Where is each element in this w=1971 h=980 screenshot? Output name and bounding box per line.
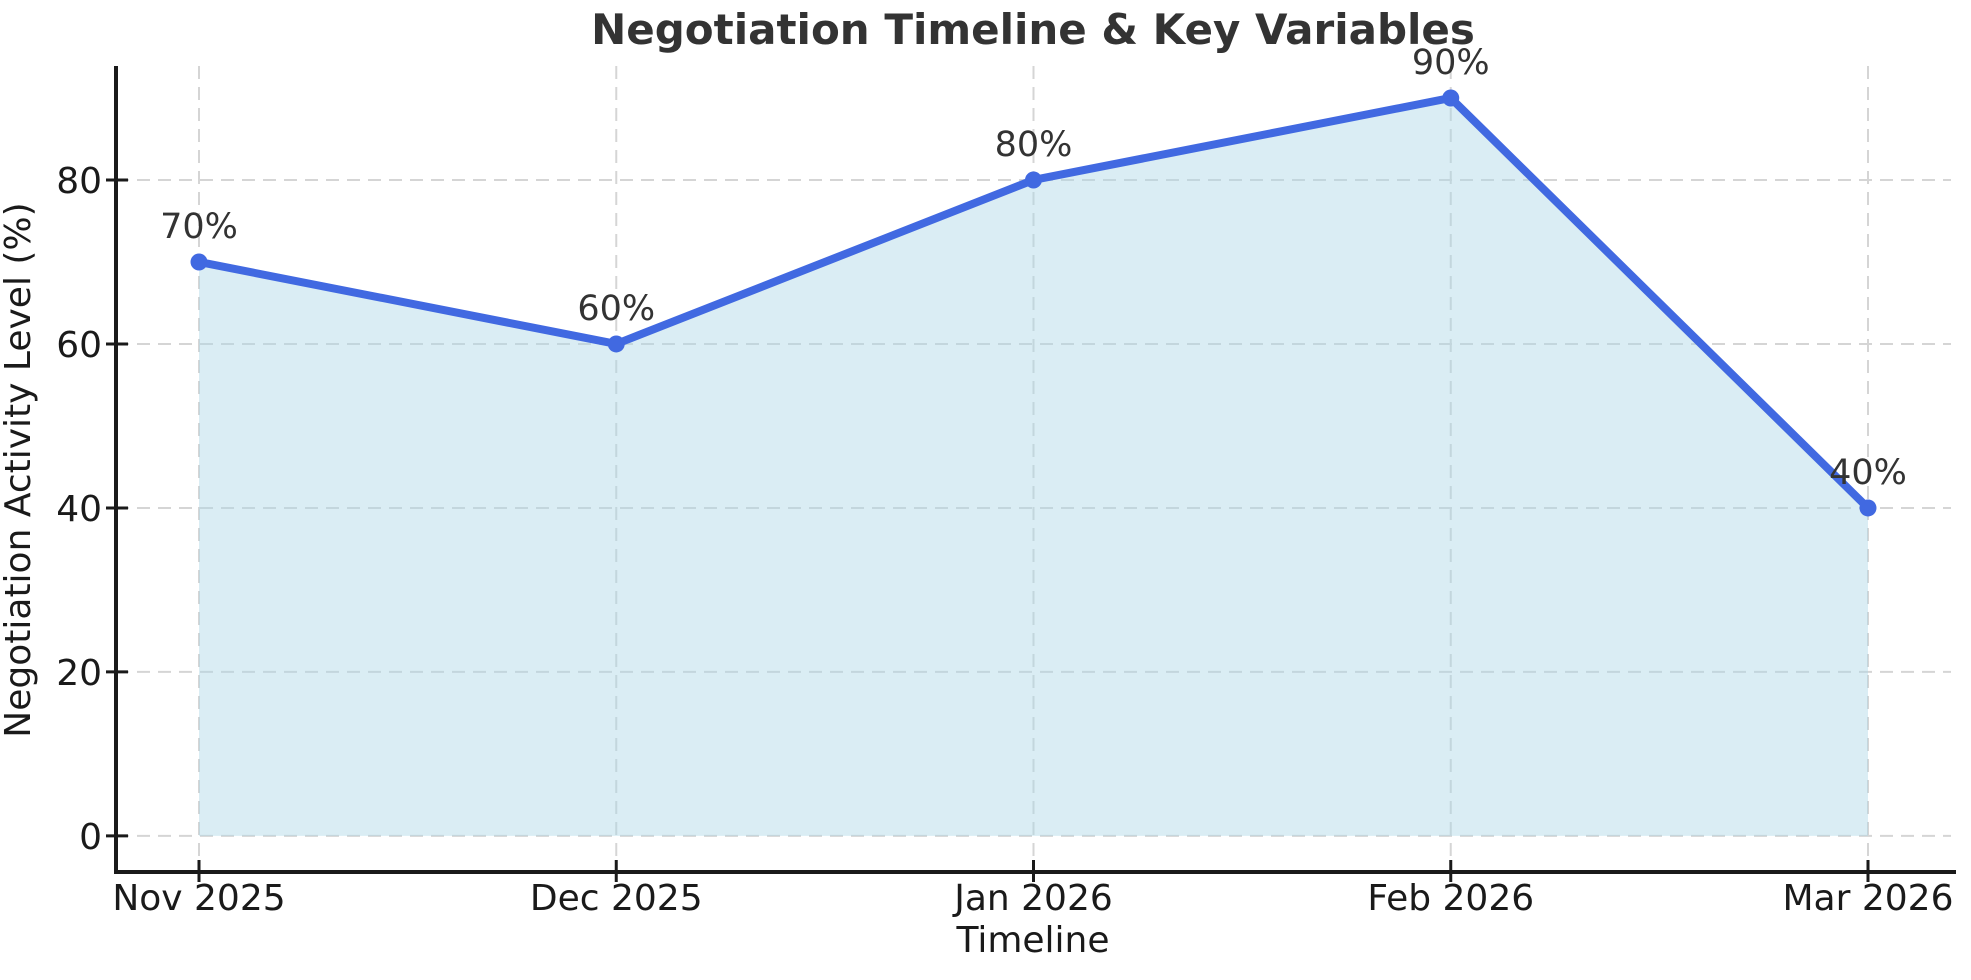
chart-title: Negotiation Timeline & Key Variables [591,5,1475,54]
point-label-layer: 70% 60% 80% 90% 40% [160,43,1907,493]
data-point-marker [607,335,625,353]
data-point-marker [190,253,208,271]
y-tick-label: 0 [79,817,102,858]
x-tick-label: Feb 2026 [1367,878,1534,919]
grid-layer [116,66,1951,872]
data-point-marker [1025,171,1042,189]
x-tick-label: Nov 2025 [112,878,285,919]
x-tick-label: Jan 2026 [952,878,1113,919]
area-layer [199,97,1868,836]
marker-layer [190,89,1877,517]
y-tick-label: 40 [56,489,102,530]
y-tick-label: 80 [56,161,102,202]
y-axis-label: Negotiation Activity Level (%) [0,202,39,737]
data-point-label: 40% [1829,453,1907,493]
area-fill [199,97,1868,836]
data-point-label: 90% [1412,43,1490,83]
axis-layer [106,66,1956,882]
y-tick-label: 60 [56,325,102,366]
data-point-label: 70% [160,207,238,247]
x-axis-label: Timeline [955,920,1109,961]
tick-label-layer: 0 20 40 60 80 Nov 2025 Dec 2025 Jan 2026 Feb 202… [56,161,1953,919]
data-point-marker [1442,89,1460,107]
x-tick-label: Dec 2025 [530,878,703,919]
data-point-label: 60% [577,289,655,329]
data-point-marker [1859,499,1877,517]
y-tick-label: 20 [56,653,102,694]
x-tick-label: Mar 2026 [1783,878,1954,919]
data-point-label: 80% [995,125,1073,165]
